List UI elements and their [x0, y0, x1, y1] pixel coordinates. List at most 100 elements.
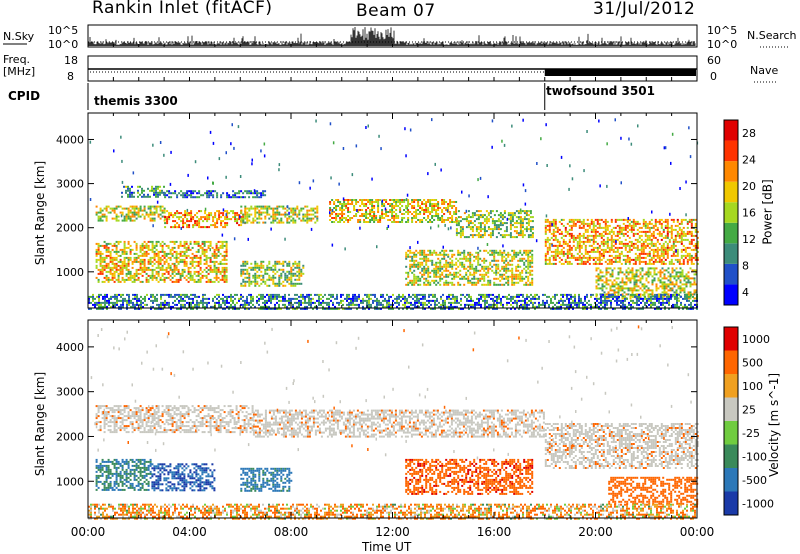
power-cell: [568, 228, 571, 231]
power-cell: [153, 268, 156, 271]
power-cell: [594, 262, 597, 265]
power-cell: [151, 278, 154, 281]
power-cell: [125, 268, 128, 271]
power-cell: [646, 242, 649, 245]
power-cell: [433, 269, 436, 272]
power-cell: [150, 305, 152, 308]
power-cell: [260, 260, 263, 263]
power-cell: [625, 293, 628, 296]
power-cell: [678, 226, 681, 229]
power-cell: [614, 220, 617, 223]
power-cell: [250, 280, 253, 283]
power-cell: [183, 260, 186, 263]
power-cell: [223, 250, 226, 253]
power-cell: [659, 285, 662, 288]
power-cell: [256, 196, 259, 199]
power-cell: [143, 268, 146, 271]
power-cell: [242, 295, 244, 298]
power-cell: [650, 222, 653, 225]
power-cell: [172, 214, 175, 217]
power-cell: [519, 259, 522, 262]
power-cell: [163, 276, 166, 279]
power-cell: [153, 205, 156, 208]
power-cell: [529, 230, 532, 233]
power-cell: [598, 246, 601, 249]
power-cell: [244, 213, 247, 216]
power-cell: [592, 228, 595, 231]
power-cell: [125, 266, 128, 269]
power-cell: [562, 250, 565, 253]
power-cell: [650, 262, 653, 265]
power-cell: [503, 265, 506, 268]
power-cell: [682, 260, 685, 263]
power-cell: [141, 268, 144, 271]
nave-bar-segment-2: [544, 69, 696, 76]
power-cell: [149, 209, 152, 212]
power-cell: [169, 264, 172, 267]
power-cell: [634, 238, 637, 241]
power-cell: [419, 265, 422, 268]
power-cell: [162, 301, 164, 304]
power-cell: [185, 274, 188, 277]
power-cell: [183, 246, 186, 249]
power-cell: [633, 285, 636, 288]
power-cell: [548, 258, 551, 261]
power-cell: [621, 285, 624, 288]
power-cell: [178, 212, 181, 215]
power-cell: [646, 252, 649, 255]
power-cell: [266, 205, 269, 208]
power-cell: [397, 221, 400, 223]
power-cell: [129, 250, 132, 253]
power-cell: [499, 273, 502, 276]
power-cell: [157, 264, 160, 267]
power-cell: [505, 228, 508, 231]
power-cell: [621, 295, 624, 298]
power-cell: [665, 277, 668, 280]
power-cell: [521, 234, 524, 237]
power-cell: [662, 260, 665, 263]
power-cell: [180, 190, 183, 193]
power-cell: [221, 242, 224, 245]
power-cell: [415, 249, 418, 252]
power-cell: [481, 283, 484, 286]
power-cell: [497, 226, 500, 229]
power-cell: [206, 218, 209, 221]
power-cell: [604, 224, 607, 227]
power-cell: [137, 254, 140, 257]
power-cell: [481, 222, 484, 225]
power-cell: [180, 303, 182, 306]
power-cell: [527, 214, 530, 217]
power-cell: [246, 272, 249, 275]
power-cell: [475, 234, 478, 237]
power-cell: [125, 219, 128, 222]
power-cell: [165, 258, 168, 261]
power-cell: [606, 258, 609, 261]
power-cell: [529, 226, 532, 229]
power-cell: [115, 215, 118, 218]
power-cell: [292, 207, 295, 210]
power-cell: [258, 205, 261, 208]
power-cell: [107, 270, 110, 273]
power-cell: [262, 280, 265, 283]
power-cell: [632, 222, 635, 225]
power-cell: [515, 222, 518, 225]
power-cell: [296, 282, 299, 285]
power-cell: [254, 262, 257, 265]
power-cell: [690, 248, 693, 251]
power-cell: [216, 218, 219, 221]
power-cell: [193, 260, 196, 263]
power-cell: [642, 248, 645, 251]
power-cell: [214, 295, 216, 298]
power-cell: [117, 280, 120, 283]
power-cell: [224, 222, 227, 225]
power-cell: [132, 301, 134, 304]
power-cell: [674, 244, 677, 247]
power-cell: [465, 271, 468, 274]
power-cell: [339, 217, 342, 219]
power-cell: [634, 262, 637, 265]
power-cell: [594, 236, 597, 239]
power-cell: [137, 195, 139, 198]
power-cell: [111, 262, 114, 265]
power-cell: [187, 270, 190, 273]
power-cell: [190, 297, 192, 300]
